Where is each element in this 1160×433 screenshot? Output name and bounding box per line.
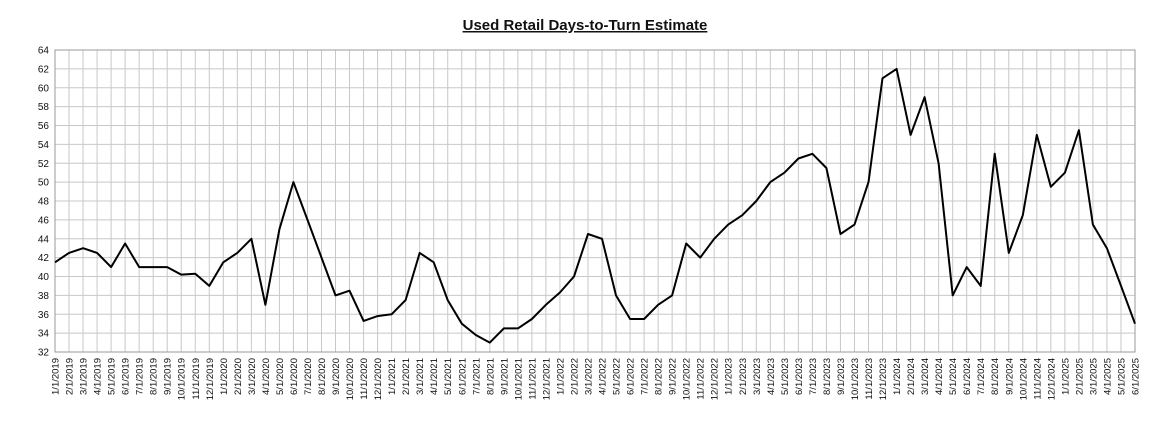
y-tick-label: 48 bbox=[38, 197, 50, 208]
x-tick-label: 11/1/2022 bbox=[696, 358, 707, 400]
x-tick-label: 1/1/2025 bbox=[1060, 358, 1071, 395]
x-tick-label: 12/1/2020 bbox=[373, 358, 384, 400]
x-tick-label: 8/1/2022 bbox=[654, 358, 665, 395]
x-tick-label: 9/1/2020 bbox=[331, 358, 342, 395]
x-tick-label: 12/1/2024 bbox=[1046, 358, 1057, 400]
x-tick-label: 2/1/2022 bbox=[569, 358, 580, 395]
x-tick-label: 12/1/2023 bbox=[878, 358, 889, 400]
x-tick-label: 5/1/2024 bbox=[948, 358, 959, 395]
x-tick-label: 3/1/2022 bbox=[583, 358, 594, 395]
y-tick-label: 64 bbox=[38, 46, 50, 57]
x-tick-label: 8/1/2023 bbox=[822, 358, 833, 395]
x-tick-label: 11/1/2019 bbox=[191, 358, 202, 400]
x-tick-label: 7/1/2021 bbox=[471, 358, 482, 395]
x-tick-label: 5/1/2021 bbox=[443, 358, 454, 395]
y-tick-label: 38 bbox=[38, 291, 50, 302]
x-tick-label: 3/1/2019 bbox=[79, 358, 90, 395]
x-tick-label: 1/1/2024 bbox=[892, 358, 903, 395]
x-tick-label: 10/1/2021 bbox=[513, 358, 524, 400]
x-tick-label: 6/1/2024 bbox=[962, 358, 973, 395]
x-tick-label: 9/1/2024 bbox=[1004, 358, 1015, 395]
x-tick-label: 9/1/2022 bbox=[668, 358, 679, 395]
y-tick-label: 52 bbox=[38, 159, 50, 170]
x-tick-label: 12/1/2022 bbox=[710, 358, 721, 400]
x-tick-label: 3/1/2020 bbox=[247, 358, 258, 395]
x-tick-label: 10/1/2022 bbox=[682, 358, 693, 400]
x-tick-label: 10/1/2024 bbox=[1018, 358, 1029, 400]
x-tick-label: 5/1/2023 bbox=[780, 358, 791, 395]
x-tick-label: 9/1/2023 bbox=[836, 358, 847, 395]
x-tick-label: 7/1/2023 bbox=[808, 358, 819, 395]
x-tick-label: 3/1/2021 bbox=[415, 358, 426, 395]
x-tick-label: 6/1/2025 bbox=[1131, 358, 1142, 395]
y-tick-label: 54 bbox=[38, 140, 50, 151]
x-tick-label: 5/1/2022 bbox=[612, 358, 623, 395]
y-tick-label: 44 bbox=[38, 234, 50, 245]
x-tick-label: 8/1/2021 bbox=[485, 358, 496, 395]
y-tick-label: 58 bbox=[38, 102, 50, 113]
line-series bbox=[54, 67, 1136, 344]
x-tick-label: 7/1/2024 bbox=[976, 358, 987, 395]
x-tick-label: 1/1/2021 bbox=[387, 358, 398, 395]
x-tick-label: 4/1/2024 bbox=[934, 358, 945, 395]
x-tick-label: 1/1/2019 bbox=[51, 358, 62, 395]
x-tick-label: 9/1/2021 bbox=[499, 358, 510, 395]
x-tick-label: 2/1/2024 bbox=[906, 358, 917, 395]
x-tick-label: 12/1/2021 bbox=[541, 358, 552, 400]
x-tick-label: 4/1/2022 bbox=[598, 358, 609, 395]
x-tick-label: 2/1/2020 bbox=[233, 358, 244, 395]
x-tick-label: 1/1/2022 bbox=[555, 358, 566, 395]
x-tick-label: 7/1/2019 bbox=[135, 358, 146, 395]
x-tick-label: 6/1/2019 bbox=[121, 358, 132, 395]
x-tick-label: 8/1/2019 bbox=[149, 358, 160, 395]
x-tick-label: 12/1/2019 bbox=[205, 358, 216, 400]
y-tick-label: 56 bbox=[38, 121, 50, 132]
chart-title: Used Retail Days-to-Turn Estimate bbox=[463, 17, 708, 34]
x-tick-label: 11/1/2021 bbox=[527, 358, 538, 400]
x-tick-label: 1/1/2020 bbox=[219, 358, 230, 395]
y-tick-label: 32 bbox=[38, 348, 50, 359]
x-tick-label: 4/1/2021 bbox=[429, 358, 440, 395]
x-tick-label: 8/1/2024 bbox=[990, 358, 1001, 395]
x-tick-label: 10/1/2023 bbox=[850, 358, 861, 400]
x-tick-label: 2/1/2023 bbox=[738, 358, 749, 395]
x-tick-label: 2/1/2021 bbox=[401, 358, 412, 395]
x-tick-label: 6/1/2023 bbox=[794, 358, 805, 395]
y-tick-label: 42 bbox=[38, 253, 50, 264]
x-tick-label: 8/1/2020 bbox=[317, 358, 328, 395]
x-tick-label: 5/1/2025 bbox=[1116, 358, 1127, 395]
x-tick-label: 10/1/2019 bbox=[177, 358, 188, 400]
y-tick-label: 34 bbox=[38, 329, 50, 340]
y-tick-label: 50 bbox=[38, 178, 50, 189]
plot-border bbox=[54, 49, 1136, 353]
x-tick-label: 7/1/2020 bbox=[303, 358, 314, 395]
y-tick-label: 36 bbox=[38, 310, 50, 321]
x-tick-label: 6/1/2020 bbox=[289, 358, 300, 395]
x-tick-label: 7/1/2022 bbox=[640, 358, 651, 395]
x-tick-label: 4/1/2025 bbox=[1102, 358, 1113, 395]
x-tick-label: 1/1/2023 bbox=[724, 358, 735, 395]
x-tick-label: 5/1/2020 bbox=[275, 358, 286, 395]
x-tick-label: 2/1/2025 bbox=[1074, 358, 1085, 395]
x-tick-label: 3/1/2024 bbox=[920, 358, 931, 395]
x-tick-label: 4/1/2019 bbox=[93, 358, 104, 395]
x-tick-label: 9/1/2019 bbox=[163, 358, 174, 395]
y-tick-label: 60 bbox=[38, 83, 50, 94]
x-tick-label: 11/1/2024 bbox=[1032, 358, 1043, 400]
x-tick-label: 11/1/2023 bbox=[864, 358, 875, 400]
x-tick-label: 6/1/2022 bbox=[626, 358, 637, 395]
x-tick-label: 4/1/2020 bbox=[261, 358, 272, 395]
y-tick-label: 40 bbox=[38, 272, 50, 283]
x-tick-label: 10/1/2020 bbox=[345, 358, 356, 400]
y-tick-label: 46 bbox=[38, 215, 50, 226]
x-tick-label: 4/1/2023 bbox=[766, 358, 777, 395]
x-tick-label: 3/1/2023 bbox=[752, 358, 763, 395]
x-tick-label: 2/1/2019 bbox=[65, 358, 76, 395]
x-tick-label: 11/1/2020 bbox=[359, 358, 370, 400]
y-tick-label: 62 bbox=[38, 64, 50, 75]
x-tick-label: 6/1/2021 bbox=[457, 358, 468, 395]
x-tick-label: 3/1/2025 bbox=[1088, 358, 1099, 395]
x-tick-label: 5/1/2019 bbox=[107, 358, 118, 395]
